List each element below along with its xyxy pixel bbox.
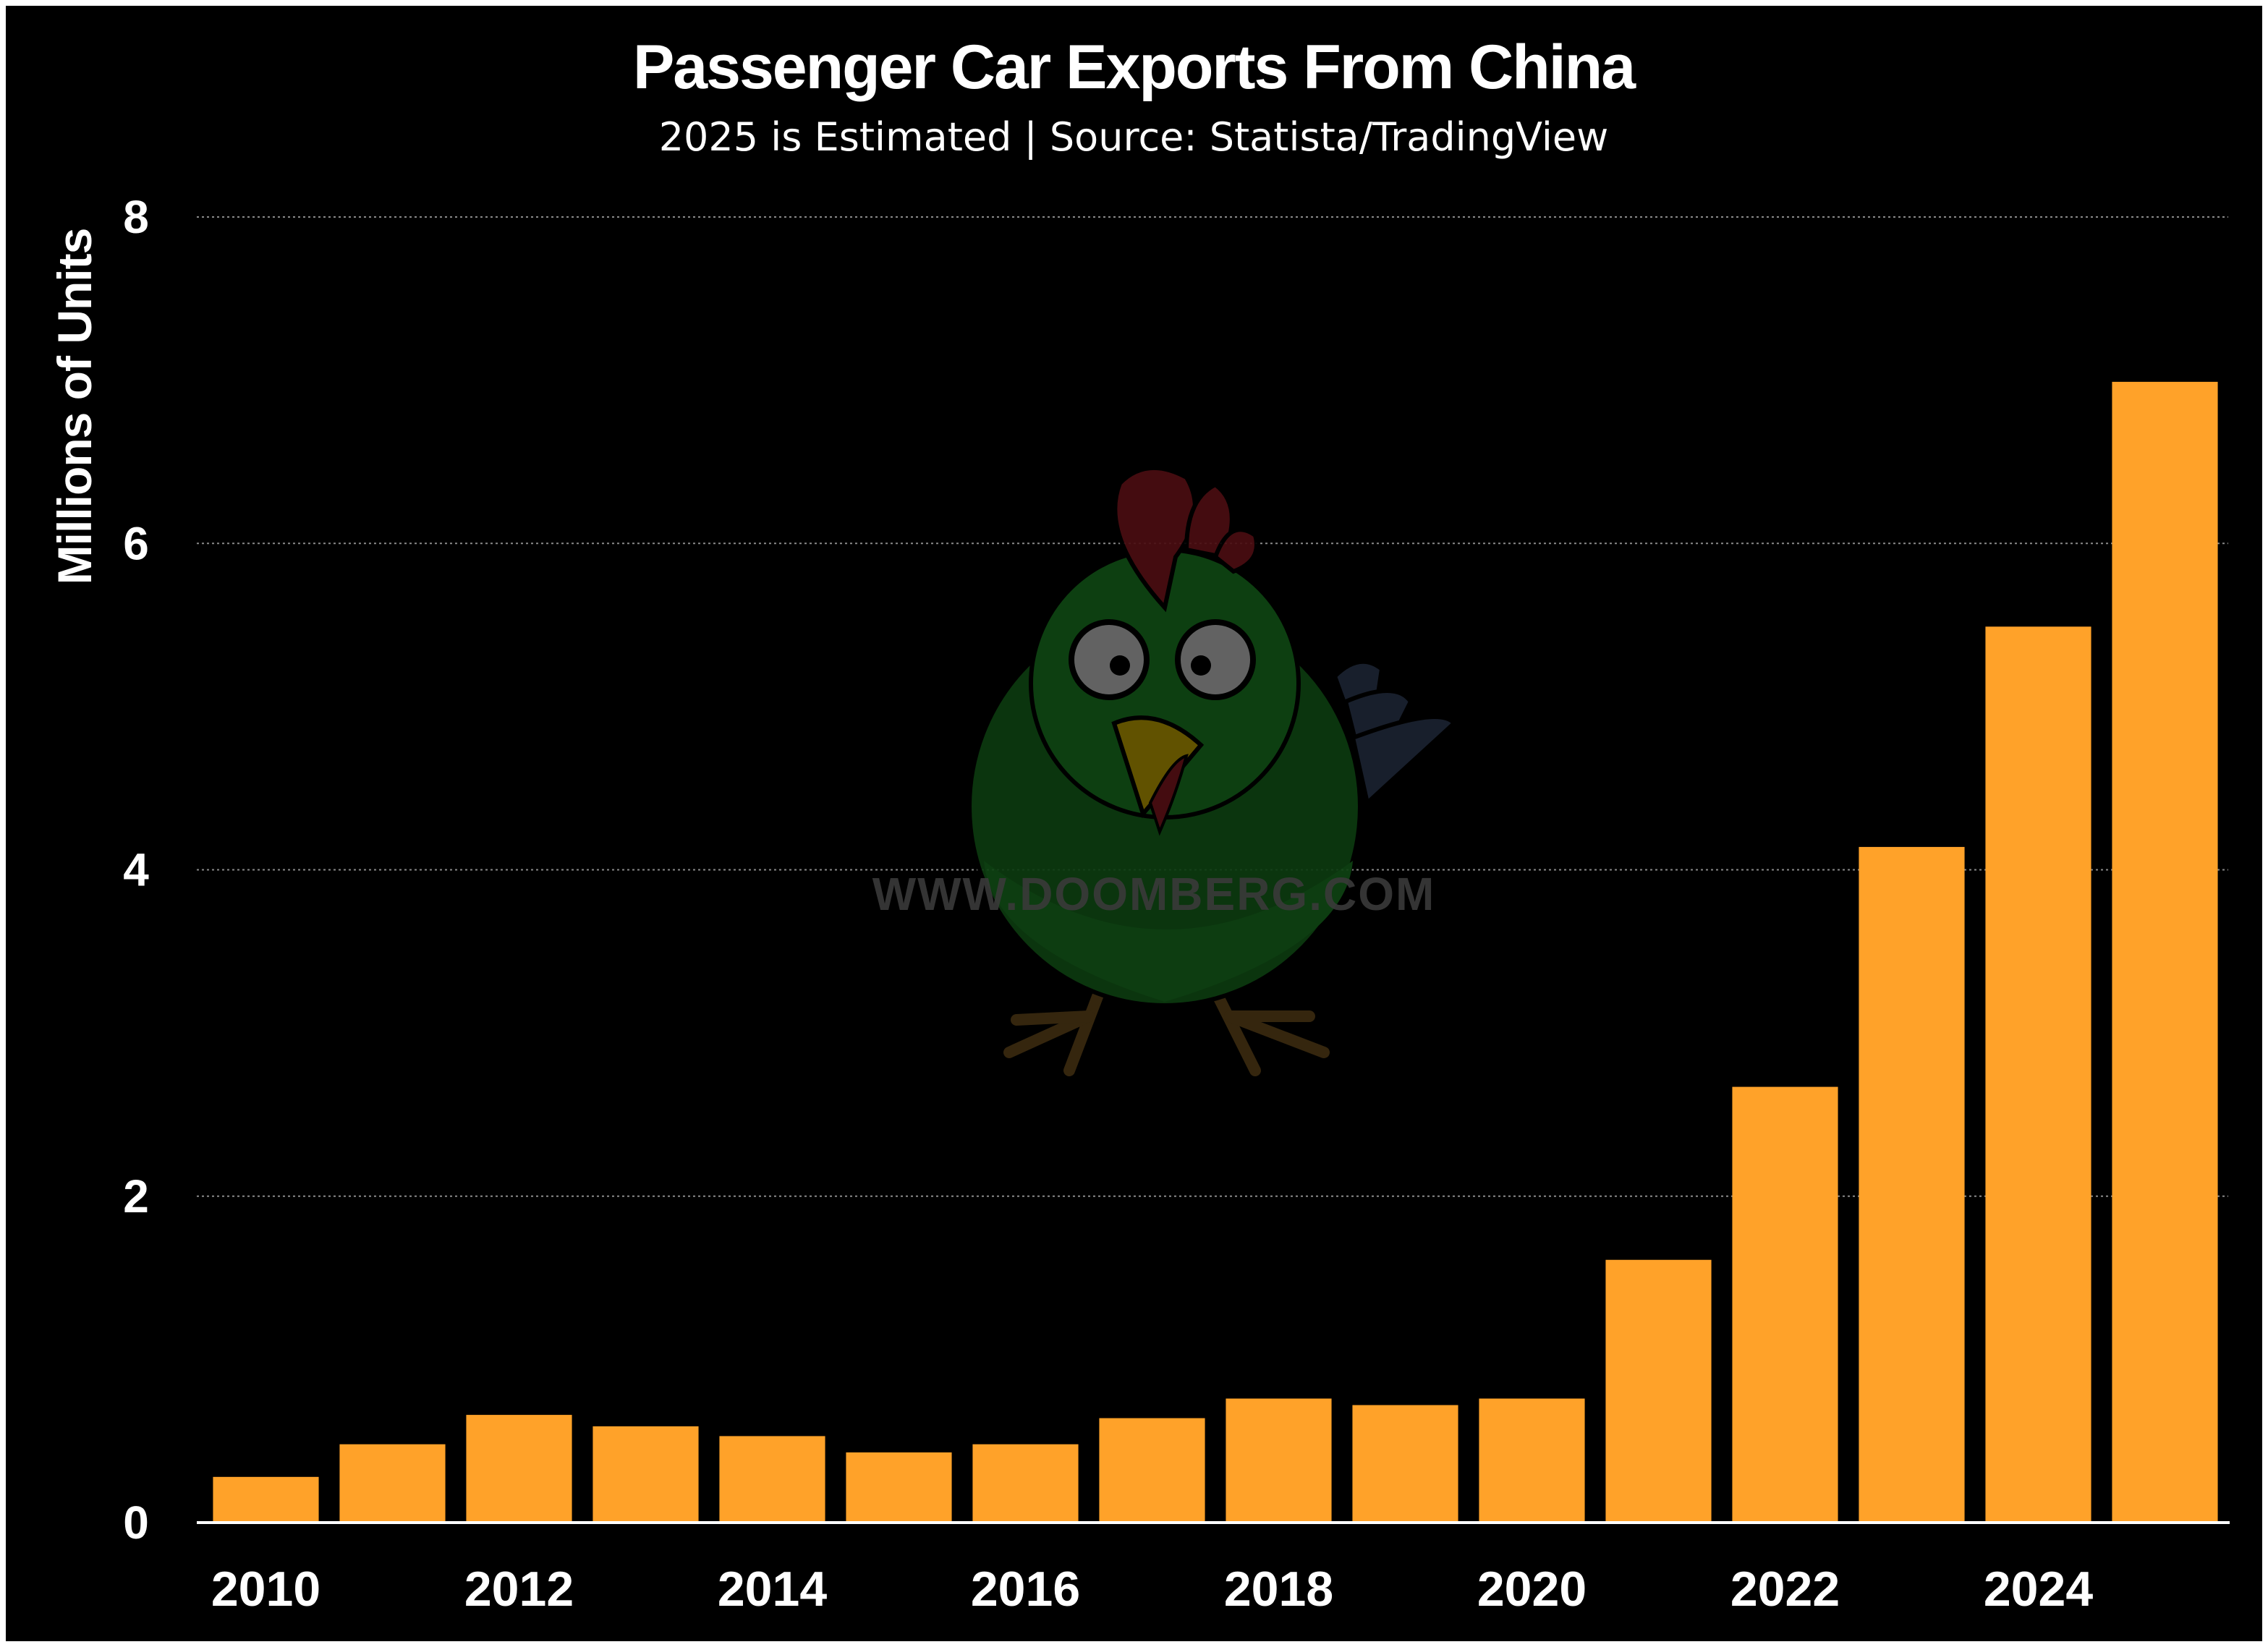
bar-2012 <box>466 1415 572 1523</box>
x-tick-label: 2012 <box>464 1562 574 1617</box>
y-tick-label: 8 <box>123 191 149 243</box>
y-tick-label: 2 <box>123 1170 149 1222</box>
bar-2013 <box>593 1426 699 1523</box>
x-tick-labels: 2010 2012 2014 2016 2018 2020 2022 2024 <box>211 1562 2093 1617</box>
x-tick-label: 2016 <box>971 1562 1080 1617</box>
bar-2020 <box>1479 1398 1585 1523</box>
bar-2010 <box>213 1476 319 1523</box>
bar-2015 <box>846 1452 952 1523</box>
bar-2018 <box>1226 1398 1332 1523</box>
x-tick-label: 2010 <box>211 1562 320 1617</box>
bar-2025 <box>2112 381 2218 1523</box>
y-tick-label: 6 <box>123 517 149 569</box>
bar-2019 <box>1352 1405 1458 1523</box>
bar-2024 <box>1985 626 2091 1523</box>
y-tick-label: 0 <box>123 1497 149 1549</box>
bar-2011 <box>339 1444 446 1523</box>
bar-2023 <box>1859 846 1965 1523</box>
bars <box>213 381 2218 1523</box>
x-tick-label: 2024 <box>1984 1562 2093 1617</box>
bar-2017 <box>1099 1418 1205 1523</box>
y-tick-labels: 0 2 4 6 8 <box>123 191 149 1549</box>
y-tick-label: 4 <box>123 844 149 896</box>
watermark-text: WWW.DOOMBERG.COM <box>872 868 1436 920</box>
x-tick-label: 2022 <box>1730 1562 1840 1617</box>
x-tick-label: 2018 <box>1224 1562 1333 1617</box>
chicken-mascot-icon <box>967 465 1458 1076</box>
bar-2016 <box>972 1444 1079 1523</box>
x-tick-label: 2014 <box>718 1562 827 1617</box>
x-tick-label: 2020 <box>1477 1562 1587 1617</box>
y-axis-label: Millions of Units <box>48 229 101 585</box>
bar-2022 <box>1732 1086 1838 1523</box>
bar-2014 <box>719 1436 825 1523</box>
bar-2021 <box>1605 1259 1712 1523</box>
chart-subtitle: 2025 is Estimated | Source: Statista/Tra… <box>659 114 1609 160</box>
chart-title: Passenger Car Exports From China <box>633 33 1636 102</box>
